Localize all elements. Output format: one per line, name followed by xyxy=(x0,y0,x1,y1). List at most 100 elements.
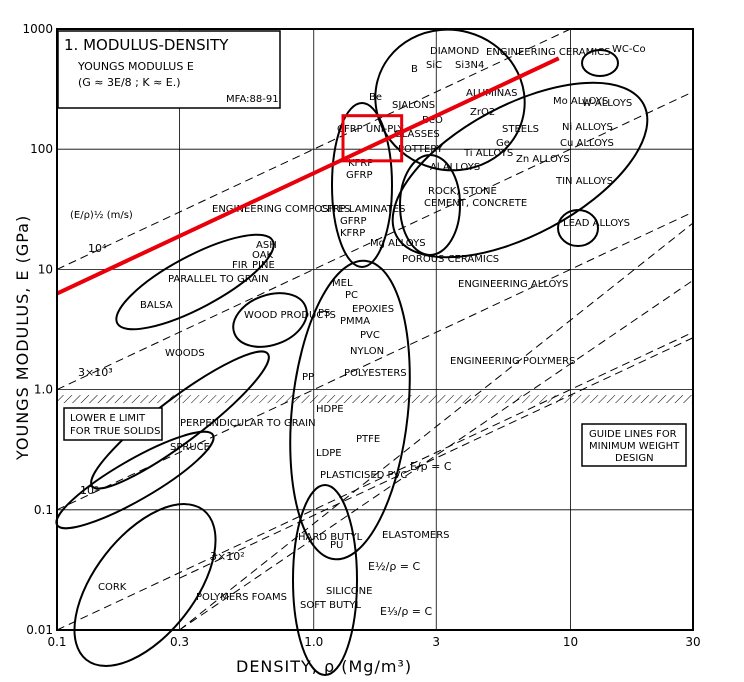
member-zro2: ZrO2 xyxy=(470,107,495,118)
class-label-elastomers: ELASTOMERS xyxy=(382,530,450,541)
member-hard-butyl: HARD BUTYL xyxy=(298,532,363,543)
chart-ref: MFA:88-91 xyxy=(226,94,279,105)
guide-box-line-1: GUIDE LINES FOR xyxy=(589,429,677,440)
member-pvc: PVC xyxy=(360,330,380,341)
plot-frame xyxy=(56,28,694,631)
member-ldpe: LDPE xyxy=(316,448,342,459)
member-ni-alloys: Ni ALLOYS xyxy=(562,122,613,133)
chart-subtitle: YOUNGS MODULUS E xyxy=(77,60,194,73)
bubble-polymers xyxy=(289,259,411,561)
class-label-ceramics-1: ENGINEERING CERAMICS xyxy=(486,47,611,58)
x-tick-labels: 0.1 0.3 1.0 3 10 30 xyxy=(47,635,700,649)
x-axis-label: DENSITY, ρ (Mg/m³) xyxy=(236,657,412,676)
member-cu-alloys: Cu ALLOYS xyxy=(560,138,614,149)
member-spruce: SPRUCE xyxy=(170,442,210,453)
member-be: Be xyxy=(369,92,382,103)
bubble-alloys xyxy=(391,81,649,259)
member-rock: ROCK, STONE xyxy=(428,186,497,197)
guide-line-e13-rho xyxy=(179,222,694,631)
member-sic: SiC xyxy=(426,60,442,71)
x-tick-label: 0.1 xyxy=(47,635,66,649)
y-tick-label: 100 xyxy=(30,142,53,156)
member-diamond: DIAMOND xyxy=(430,46,479,57)
velocity-label-2: 3×10³ xyxy=(78,366,113,379)
member-w-alloys: W-ALLOYS xyxy=(582,98,632,109)
guide-label-e-rho: E/ρ = C xyxy=(410,460,452,473)
y-tick-labels: 1000 100 10 1.0 0.1 0.01 xyxy=(22,22,53,637)
member-lead-alloys: LEAD ALLOYS xyxy=(563,218,630,229)
member-balsa: BALSA xyxy=(140,300,173,311)
bubble-foams xyxy=(73,503,217,667)
bubble-wood-parallel xyxy=(115,233,275,331)
velocity-guide-line xyxy=(56,28,571,270)
member-pp: PP xyxy=(302,372,314,383)
velocity-guide-line xyxy=(56,331,694,631)
x-tick-label: 10 xyxy=(563,635,578,649)
member-cement: CEMENT, CONCRETE xyxy=(424,198,527,209)
member-ptfe: PTFE xyxy=(356,434,380,445)
x-tick-label: 1.0 xyxy=(304,635,323,649)
material-bubbles xyxy=(55,28,649,676)
y-tick-label: 10 xyxy=(38,262,53,276)
member-pc: PC xyxy=(345,290,358,301)
lower-limit-box xyxy=(63,407,163,441)
member-cfrp-uniply: CFRP UNI-PLY xyxy=(337,124,405,135)
member-nylon: NYLON xyxy=(350,346,384,357)
member-si3n4: Si3N4 xyxy=(455,60,484,71)
member-ti-alloys: Ti ALLOYS xyxy=(463,148,513,159)
member-polyesters: POLYESTERS xyxy=(344,368,407,379)
member-pottery: POTTERY xyxy=(398,144,444,155)
bubble-wood-perp xyxy=(90,350,270,490)
member-zn-alloys: Zn ALLOYS xyxy=(516,154,570,165)
guide-label-e12-rho: E½/ρ = C xyxy=(368,560,421,573)
class-label-alloys: ENGINEERING ALLOYS xyxy=(458,279,568,290)
member-soft-butyl: SOFT BUTYL xyxy=(300,600,361,611)
guide-box-line-3: DESIGN xyxy=(615,453,654,464)
bubble-composites xyxy=(331,102,393,268)
member-ge: Ge xyxy=(496,138,510,149)
member-epoxies: EPOXIES xyxy=(352,304,394,315)
x-tick-label: 0.3 xyxy=(170,635,189,649)
x-tick-label: 3 xyxy=(432,635,440,649)
member-pine: PINE xyxy=(252,260,275,271)
velocity-label-4: 3×10² xyxy=(210,550,245,563)
y-axis-label: YOUNGS MODULUS, E (GPa) xyxy=(13,215,32,461)
member-beo: BeO xyxy=(422,115,443,126)
member-gfrp: GFRP xyxy=(346,170,372,181)
member-pmma: PMMA xyxy=(340,316,370,327)
class-label-woods: WOODS xyxy=(165,348,205,359)
member-b: B xyxy=(411,64,418,75)
highlight-box xyxy=(341,114,404,163)
member-mg-alloys: Mg ALLOYS xyxy=(370,238,426,249)
y-tick-label: 1000 xyxy=(22,22,53,36)
member-ps: PS xyxy=(318,308,330,319)
red-line xyxy=(56,56,560,296)
member-silicone: SILICONE xyxy=(326,586,372,597)
lower-limit-line-1: LOWER E LIMIT xyxy=(70,413,146,424)
member-mel: MEL xyxy=(332,278,353,289)
guide-lines xyxy=(56,28,694,631)
member-al-alloys: Al ALLOYS xyxy=(430,162,480,173)
member-oak: OAK xyxy=(252,250,274,261)
member-gfrp-2: GFRP xyxy=(340,216,366,227)
member-pu: PU xyxy=(330,540,343,551)
bubble-elastomers xyxy=(292,484,358,676)
guide-label-units: (E/ρ)½ (m/s) xyxy=(70,209,133,221)
velocity-label-3: 10³ xyxy=(80,484,98,497)
member-hdpe: HDPE xyxy=(316,404,344,415)
member-aluminas: ALUMINAS xyxy=(466,88,517,99)
velocity-guide-line xyxy=(56,211,694,511)
bubble-wood-products xyxy=(232,292,308,348)
bubble-lead xyxy=(557,209,599,247)
member-kfrp-2: KFRP xyxy=(340,228,365,239)
x-tick-label: 30 xyxy=(685,635,700,649)
member-ash: ASH xyxy=(256,240,277,251)
member-glasses: GLASSES xyxy=(394,129,440,140)
class-label-polymers: ENGINEERING POLYMERS xyxy=(450,356,575,367)
member-parallel: PARALLEL TO GRAIN xyxy=(168,274,269,285)
velocity-label-1: 10⁴ xyxy=(88,242,107,255)
bubble-ceramics xyxy=(374,28,526,172)
member-plasticised-pvc: PLASTICISED PVC xyxy=(320,470,407,481)
member-kfrp: KFRP xyxy=(348,158,373,169)
y-tick-label: 1.0 xyxy=(34,383,53,397)
